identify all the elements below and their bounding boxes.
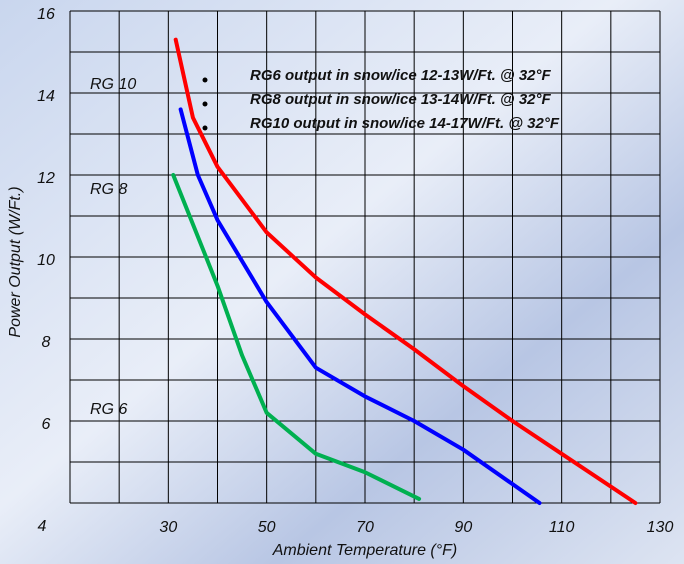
y-tick-label: 4 (38, 518, 47, 535)
bullet (202, 101, 208, 107)
y-tick-label: 6 (42, 416, 51, 433)
y-tick-label: 10 (37, 252, 55, 269)
bullet (202, 125, 208, 131)
annotation: RG8 output in snow/ice 13-14W/Ft. @ 32°F (250, 91, 551, 108)
x-axis-title: Ambient Temperature (°F) (272, 542, 458, 559)
y-tick-label: 8 (42, 334, 51, 351)
series-label: RG 10 (90, 76, 136, 93)
x-tick-label: 50 (258, 519, 276, 536)
series-label: RG 6 (90, 401, 127, 418)
y-tick-label: 12 (37, 170, 55, 187)
y-axis-title: Power Output (W/Ft.) (7, 186, 24, 337)
series-line (173, 37, 638, 505)
x-tick-label: 110 (549, 519, 575, 536)
annotation: RG6 output in snow/ice 12-13W/Ft. @ 32°F (250, 67, 551, 84)
x-tick-label: 30 (159, 519, 177, 536)
series-label: RG 8 (90, 181, 127, 198)
bullet (202, 77, 208, 83)
y-tick-label: 14 (37, 88, 55, 105)
series-line (178, 107, 542, 505)
y-tick-label: 16 (37, 6, 55, 23)
series-line (171, 173, 422, 501)
annotation: RG10 output in snow/ice 14-17W/Ft. @ 32°… (250, 115, 560, 132)
x-tick-label: 90 (454, 519, 472, 536)
x-tick-label: 130 (647, 519, 674, 536)
x-tick-label: 70 (356, 519, 374, 536)
